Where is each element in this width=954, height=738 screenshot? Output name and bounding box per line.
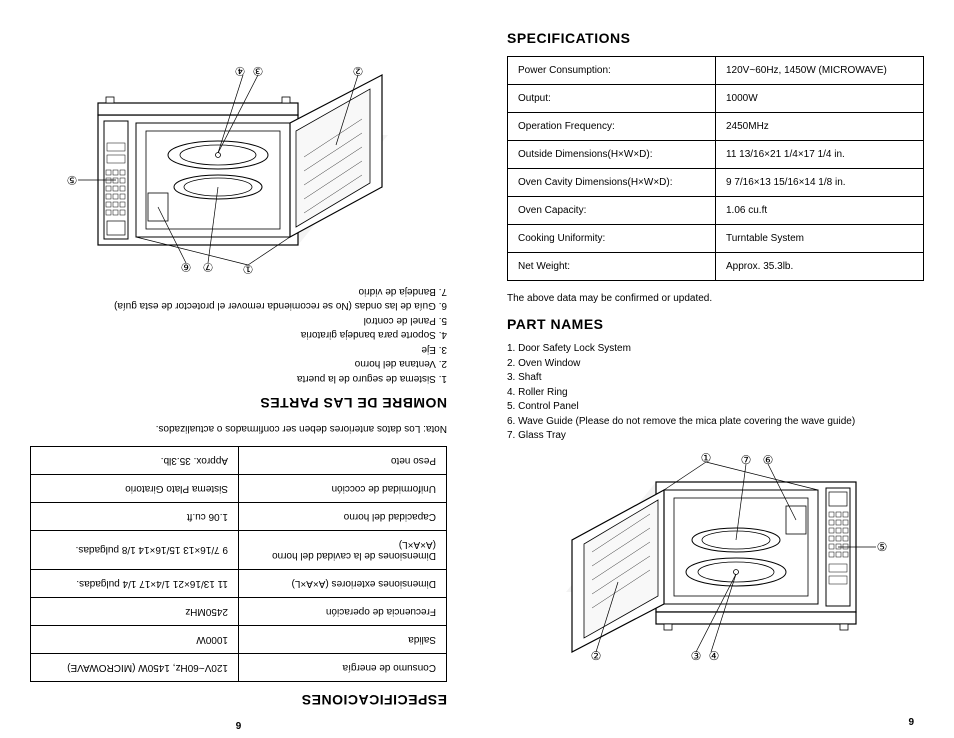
parts-heading-en: PART NAMES [507, 316, 924, 332]
page-number-es: 6 [236, 719, 242, 730]
list-item: 3. Eje [30, 342, 447, 357]
spec-heading-en: SPECIFICATIONS [507, 30, 924, 46]
spec-note-en: The above data may be confirmed or updat… [507, 293, 924, 304]
svg-text:⑤: ⑤ [876, 540, 887, 554]
microwave-diagram-es: ① ② ③ ④ ⑤ ⑥ ⑦ [30, 66, 447, 276]
table-row: Outside Dimensions(H×W×D):11 13/16×21 1/… [508, 141, 924, 169]
table-row: Operation Frequency:2450MHz [508, 113, 924, 141]
spec-note-es: Nota: Los datos anteriores deben ser con… [30, 423, 447, 434]
list-item: 7. Glass Tray [507, 429, 924, 444]
svg-text:②: ② [590, 649, 601, 662]
table-row: Dimensiones exteriores (A×A×L)11 13/16×2… [31, 570, 447, 598]
list-item: 2. Ventana del horno [30, 356, 447, 371]
table-row: Output:1000W [508, 85, 924, 113]
list-item: 2. Oven Window [507, 357, 924, 372]
list-item: 4. Roller Ring [507, 386, 924, 401]
svg-text:⑥: ⑥ [762, 453, 773, 467]
page-right-english: SPECIFICATIONS Power Consumption:120V~60… [477, 0, 954, 738]
table-row: Dimensiones de la cavidad del horno (A×A… [31, 531, 447, 570]
list-item: 4. Soporte para bandeja giratoria [30, 327, 447, 342]
table-row: Frecuencia de operación2450MHz [31, 598, 447, 626]
spec-heading-es: ESPECIFICACIONES [30, 692, 447, 708]
svg-text:⑦: ⑦ [740, 453, 751, 467]
page-left-spanish: ESPECIFICACIONES Consumo de energía120V~… [0, 0, 477, 738]
table-row: Uniformidad de cocciónSistema Plato Gira… [31, 475, 447, 503]
spec-table-en: Power Consumption:120V~60Hz, 1450W (MICR… [507, 56, 924, 281]
list-item: 6. Wave Guide (Please do not remove the … [507, 415, 924, 430]
spec-table-es: Consumo de energía120V~60Hz, 1450W (MICR… [30, 446, 447, 682]
svg-text:⑦: ⑦ [203, 261, 214, 275]
svg-text:④: ④ [708, 649, 719, 662]
table-row: Salida1000W [31, 626, 447, 654]
list-item: 7. Bandeja de vidrio [30, 284, 447, 299]
parts-list-es: 1. Sistema de seguro de la puerta 2. Ven… [30, 284, 447, 386]
table-row: Net Weight:Approx. 35.3lb. [508, 253, 924, 281]
list-item: 6. Guía de las ondas (No se recomienda r… [30, 298, 447, 313]
svg-text:④: ④ [235, 66, 246, 79]
microwave-diagram-en: ① ② ③ ④ ⑤ ⑥ ⑦ [507, 452, 924, 662]
list-item: 5. Panel de control [30, 313, 447, 328]
table-row: Cooking Uniformity:Turntable System [508, 225, 924, 253]
list-item: 1. Door Safety Lock System [507, 342, 924, 357]
page-number-en: 9 [908, 717, 914, 728]
table-row: Oven Cavity Dimensions(H×W×D):9 7/16×13 … [508, 169, 924, 197]
list-item: 5. Control Panel [507, 400, 924, 415]
list-item: 1. Sistema de seguro de la puerta [30, 371, 447, 386]
svg-text:③: ③ [690, 649, 701, 662]
parts-heading-es: NOMBRE DE LAS PARTES [30, 395, 447, 411]
table-row: Consumo de energía120V~60Hz, 1450W (MICR… [31, 654, 447, 682]
parts-list-en: 1. Door Safety Lock System 2. Oven Windo… [507, 342, 924, 444]
table-row: Oven Capacity:1.06 cu.ft [508, 197, 924, 225]
svg-text:③: ③ [253, 66, 264, 79]
table-row: Capacidad del horno1.06 cu.ft [31, 503, 447, 531]
svg-text:①: ① [700, 452, 711, 465]
table-row: Power Consumption:120V~60Hz, 1450W (MICR… [508, 57, 924, 85]
svg-text:⑥: ⑥ [181, 261, 192, 275]
svg-text:⑤: ⑤ [67, 174, 78, 188]
list-item: 3. Shaft [507, 371, 924, 386]
svg-text:①: ① [243, 263, 254, 276]
svg-text:②: ② [353, 66, 364, 79]
table-row: Peso netoApprox. 35.3lb. [31, 447, 447, 475]
